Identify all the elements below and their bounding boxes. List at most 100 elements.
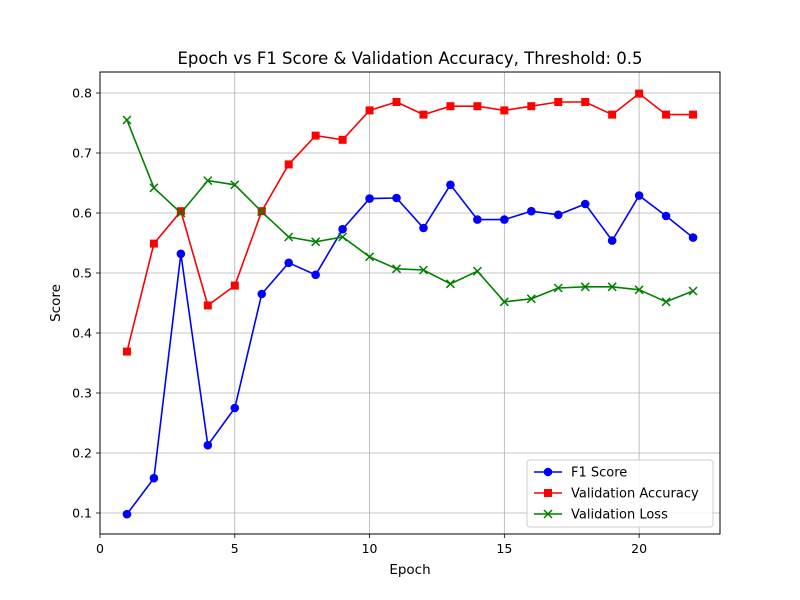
- data-point-validation-accuracy: [176, 207, 185, 216]
- y-tick-label: 0.5: [72, 266, 92, 281]
- data-point-f1-score: [176, 249, 186, 259]
- legend-box: [526, 459, 714, 528]
- series-line-validation-loss: [126, 119, 694, 303]
- data-point-validation-loss: [445, 279, 455, 289]
- data-point-validation-accuracy: [689, 110, 698, 119]
- data-point-f1-score: [500, 215, 509, 224]
- data-point-validation-loss: [365, 252, 375, 262]
- legend-item-validation-loss: Validation Loss: [534, 508, 668, 523]
- ticks: 0 5 10 15 20 0.1 0.2 0.3 0.4 0.5 0.6 0.7 0.8: [72, 86, 647, 557]
- series-validation-loss: [122, 115, 698, 307]
- legend-label: Validation Accuracy: [571, 487, 699, 502]
- data-point-validation-accuracy: [365, 106, 374, 115]
- data-point-f1-score: [122, 509, 132, 519]
- y-tick-label: 0.1: [72, 506, 92, 521]
- data-point-f1-score: [527, 206, 536, 216]
- y-tick-label: 0.4: [72, 326, 92, 341]
- legend-item-validation-accuracy: Validation Accuracy: [534, 487, 699, 502]
- data-point-validation-accuracy: [338, 135, 347, 144]
- data-point-f1-score: [392, 193, 401, 203]
- data-point-validation-accuracy: [149, 239, 158, 248]
- y-tick-label: 0.3: [72, 386, 92, 401]
- data-point-validation-accuracy: [662, 110, 671, 119]
- data-point-f1-score: [311, 270, 320, 280]
- data-point-f1-score: [446, 180, 455, 190]
- grid: [99, 72, 720, 534]
- data-point-f1-score: [149, 473, 159, 483]
- data-point-f1-score: [661, 211, 671, 221]
- legend-marker: [543, 467, 553, 477]
- y-axis-label: Score: [48, 284, 64, 322]
- legend: F1 Score Validation Accuracy Validation Lo…: [526, 459, 714, 528]
- series-layer: [122, 89, 698, 519]
- chart-title: Epoch vs F1 Score & Validation Accuracy,…: [177, 49, 642, 68]
- x-tick-label: 5: [231, 541, 239, 556]
- data-point-validation-loss: [122, 115, 132, 125]
- y-tick-label: 0.6: [72, 206, 92, 221]
- data-point-validation-accuracy: [608, 110, 617, 119]
- legend-marker: [543, 509, 553, 519]
- data-point-validation-loss: [688, 286, 698, 296]
- data-point-validation-accuracy: [230, 281, 239, 290]
- x-tick-label: 0: [96, 541, 104, 556]
- x-tick-label: 15: [496, 541, 512, 556]
- data-point-validation-accuracy: [635, 89, 644, 98]
- data-point-f1-score: [419, 223, 428, 233]
- data-point-f1-score: [365, 194, 374, 203]
- data-point-validation-loss: [257, 207, 267, 217]
- data-point-validation-loss: [284, 232, 294, 242]
- data-point-validation-loss: [526, 294, 536, 304]
- data-point-validation-accuracy: [419, 110, 428, 119]
- data-point-validation-accuracy: [527, 102, 536, 111]
- x-tick-label: 10: [362, 541, 378, 556]
- data-point-f1-score: [607, 236, 617, 245]
- y-tick-label: 0.2: [72, 446, 92, 461]
- data-point-f1-score: [553, 210, 563, 220]
- data-point-f1-score: [688, 233, 698, 242]
- plot-frame: [99, 71, 721, 535]
- data-point-validation-accuracy: [581, 98, 590, 106]
- data-point-validation-loss: [553, 283, 563, 293]
- legend-item-f1-score: F1 Score: [534, 466, 627, 481]
- data-point-validation-accuracy: [203, 301, 212, 310]
- data-point-f1-score: [473, 215, 482, 224]
- x-axis-label: Epoch: [389, 562, 430, 578]
- data-point-validation-loss: [634, 285, 644, 295]
- legend-label: F1 Score: [571, 466, 627, 481]
- series-validation-accuracy: [122, 89, 698, 356]
- data-point-validation-loss: [311, 237, 321, 247]
- x-tick-label: 20: [631, 541, 647, 556]
- data-point-f1-score: [230, 403, 240, 413]
- series-line-validation-accuracy: [126, 92, 694, 352]
- data-point-f1-score: [257, 289, 267, 299]
- data-point-validation-loss: [203, 176, 213, 186]
- data-point-validation-loss: [391, 264, 402, 274]
- data-point-validation-accuracy: [392, 98, 401, 106]
- y-tick-label: 0.8: [72, 86, 92, 101]
- data-point-validation-accuracy: [500, 106, 509, 115]
- data-point-validation-accuracy: [311, 131, 320, 140]
- data-point-f1-score: [203, 440, 213, 450]
- data-point-validation-loss: [149, 183, 159, 193]
- data-point-validation-accuracy: [554, 98, 563, 106]
- data-point-validation-loss: [230, 180, 240, 190]
- data-point-validation-accuracy: [122, 347, 131, 356]
- legend-marker: [544, 489, 552, 497]
- data-point-validation-loss: [338, 232, 348, 242]
- data-point-validation-accuracy: [284, 160, 293, 169]
- series-line-f1-score: [126, 183, 694, 515]
- data-point-validation-accuracy: [446, 102, 455, 111]
- data-point-f1-score: [634, 191, 644, 200]
- data-point-validation-loss: [472, 266, 482, 276]
- data-point-f1-score: [338, 224, 347, 234]
- series-f1-score: [122, 180, 698, 519]
- data-point-validation-loss: [418, 265, 429, 275]
- data-point-f1-score: [284, 258, 293, 268]
- data-point-validation-loss: [580, 282, 590, 292]
- data-point-validation-loss: [661, 297, 671, 307]
- data-point-validation-loss: [607, 282, 617, 292]
- data-point-validation-loss: [176, 208, 186, 218]
- data-point-validation-loss: [499, 297, 509, 307]
- data-point-validation-accuracy: [473, 102, 482, 111]
